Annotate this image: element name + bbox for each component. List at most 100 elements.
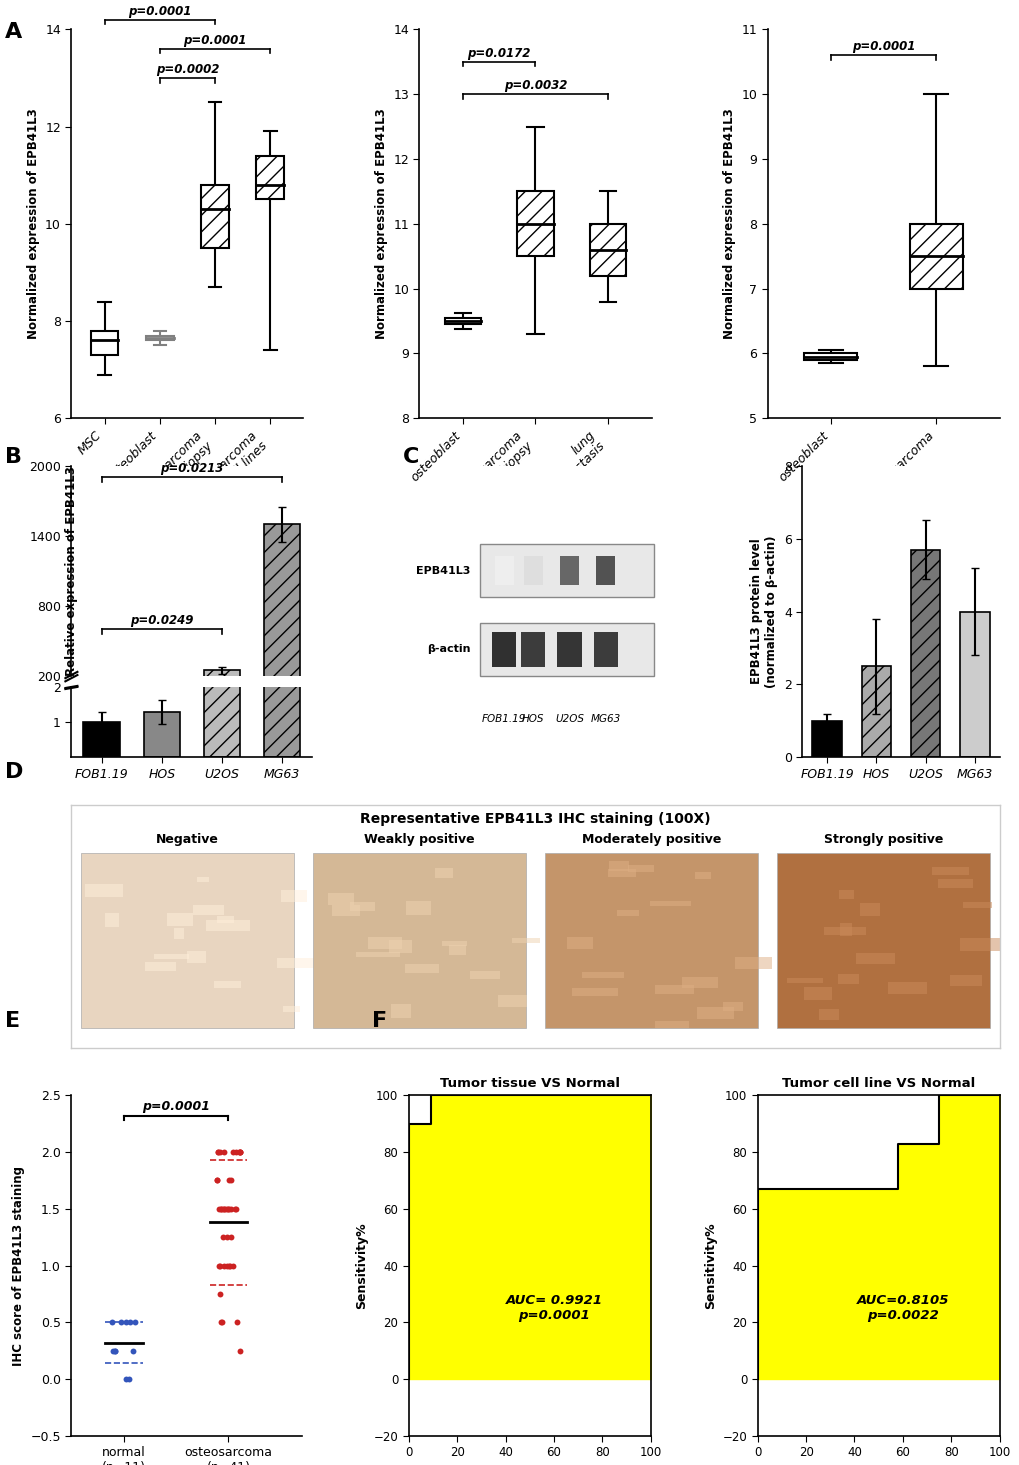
Text: Weakly positive: Weakly positive — [364, 834, 474, 847]
Y-axis label: Sensitivity%: Sensitivity% — [703, 1222, 716, 1308]
Text: Negative: Negative — [156, 834, 219, 847]
Bar — [776, 854, 989, 1028]
Point — [232, 1339, 249, 1362]
Bar — [193, 905, 224, 916]
Point — [107, 1339, 123, 1362]
Bar — [512, 938, 540, 943]
Bar — [388, 941, 412, 954]
Bar — [204, 0, 239, 757]
Point — [231, 1140, 248, 1163]
Point — [214, 1311, 230, 1335]
Text: Representative EPB41L3 IHC staining (100X): Representative EPB41L3 IHC staining (100… — [360, 812, 710, 826]
Point — [218, 1225, 234, 1248]
Point — [219, 1197, 235, 1220]
Point — [112, 1311, 128, 1335]
Bar — [214, 982, 240, 989]
Bar — [91, 331, 118, 355]
Bar — [480, 623, 653, 675]
Bar — [721, 1002, 742, 1011]
Bar — [81, 854, 293, 1028]
Point — [104, 1311, 120, 1335]
Bar — [264, 524, 300, 699]
Text: B: B — [5, 447, 22, 467]
Bar — [498, 995, 527, 1008]
Bar — [615, 910, 639, 916]
Point — [224, 1254, 240, 1277]
Bar — [282, 1006, 300, 1012]
Text: p=0.0213: p=0.0213 — [160, 461, 223, 475]
Title: Tumor cell line VS Normal: Tumor cell line VS Normal — [782, 1077, 974, 1090]
Bar — [494, 557, 514, 586]
Bar — [959, 611, 988, 757]
Text: p=0.0001: p=0.0001 — [183, 34, 247, 47]
Point — [220, 1197, 236, 1220]
Bar — [390, 1005, 410, 1018]
Point — [107, 1339, 123, 1362]
Point — [213, 1197, 229, 1220]
Bar — [556, 631, 581, 667]
Text: AUC= 0.9921
p=0.0001: AUC= 0.9921 p=0.0001 — [504, 1294, 602, 1321]
Point — [212, 1254, 228, 1277]
Bar — [823, 927, 865, 935]
Point — [215, 1197, 231, 1220]
Bar — [444, 318, 481, 324]
Point — [230, 1140, 247, 1163]
Point — [223, 1169, 239, 1193]
Bar — [735, 957, 771, 970]
Point — [221, 1254, 237, 1277]
Bar — [217, 917, 233, 923]
Bar — [567, 938, 593, 949]
Bar — [173, 927, 183, 939]
Bar — [435, 869, 452, 879]
Bar — [694, 873, 710, 879]
Bar — [356, 952, 399, 957]
Text: p=0.0249: p=0.0249 — [130, 614, 194, 627]
Text: MG63: MG63 — [590, 715, 621, 725]
Point — [104, 1339, 120, 1362]
Bar — [492, 631, 516, 667]
Bar — [145, 963, 175, 971]
Point — [213, 1311, 229, 1335]
Text: U2OS: U2OS — [554, 715, 584, 725]
Point — [221, 1254, 237, 1277]
Bar — [206, 920, 250, 930]
Bar — [837, 974, 858, 983]
Point — [232, 1140, 249, 1163]
Point — [222, 1197, 238, 1220]
Point — [118, 1311, 135, 1335]
Text: HOS: HOS — [522, 715, 544, 725]
Bar — [649, 901, 691, 907]
Bar — [582, 971, 624, 977]
Bar — [264, 0, 300, 757]
Text: Moderately positive: Moderately positive — [581, 834, 720, 847]
Point — [224, 1140, 240, 1163]
Y-axis label: EPB41L3 protein level
(normalized to β-actin): EPB41L3 protein level (normalized to β-a… — [750, 535, 777, 687]
Point — [120, 1367, 137, 1390]
Bar — [888, 982, 926, 995]
Text: AUC=0.8105
p=0.0022: AUC=0.8105 p=0.0022 — [856, 1294, 949, 1321]
Point — [121, 1311, 138, 1335]
Bar — [811, 721, 841, 757]
Point — [210, 1140, 226, 1163]
Point — [215, 1197, 231, 1220]
Text: Strongly positive: Strongly positive — [823, 834, 943, 847]
Bar — [350, 902, 374, 911]
Bar — [521, 631, 545, 667]
Bar — [469, 971, 499, 979]
Bar — [628, 866, 653, 872]
Bar — [818, 1009, 839, 1021]
Text: p=0.0001: p=0.0001 — [142, 1100, 210, 1113]
Y-axis label: Sensitivity%: Sensitivity% — [355, 1222, 368, 1308]
Title: Tumor tissue VS Normal: Tumor tissue VS Normal — [439, 1077, 620, 1090]
Bar — [607, 869, 636, 878]
Y-axis label: Normalized expression of EPB41L3: Normalized expression of EPB41L3 — [26, 108, 40, 340]
Point — [212, 1282, 228, 1305]
Bar — [144, 712, 179, 757]
Y-axis label: Normalized expression of EPB41L3: Normalized expression of EPB41L3 — [722, 108, 735, 340]
Bar — [328, 894, 354, 905]
Bar — [959, 938, 1000, 951]
Text: FOB1.19: FOB1.19 — [482, 715, 526, 725]
Text: EPB41L3: EPB41L3 — [416, 565, 470, 576]
Point — [211, 1197, 227, 1220]
Bar — [280, 889, 307, 902]
